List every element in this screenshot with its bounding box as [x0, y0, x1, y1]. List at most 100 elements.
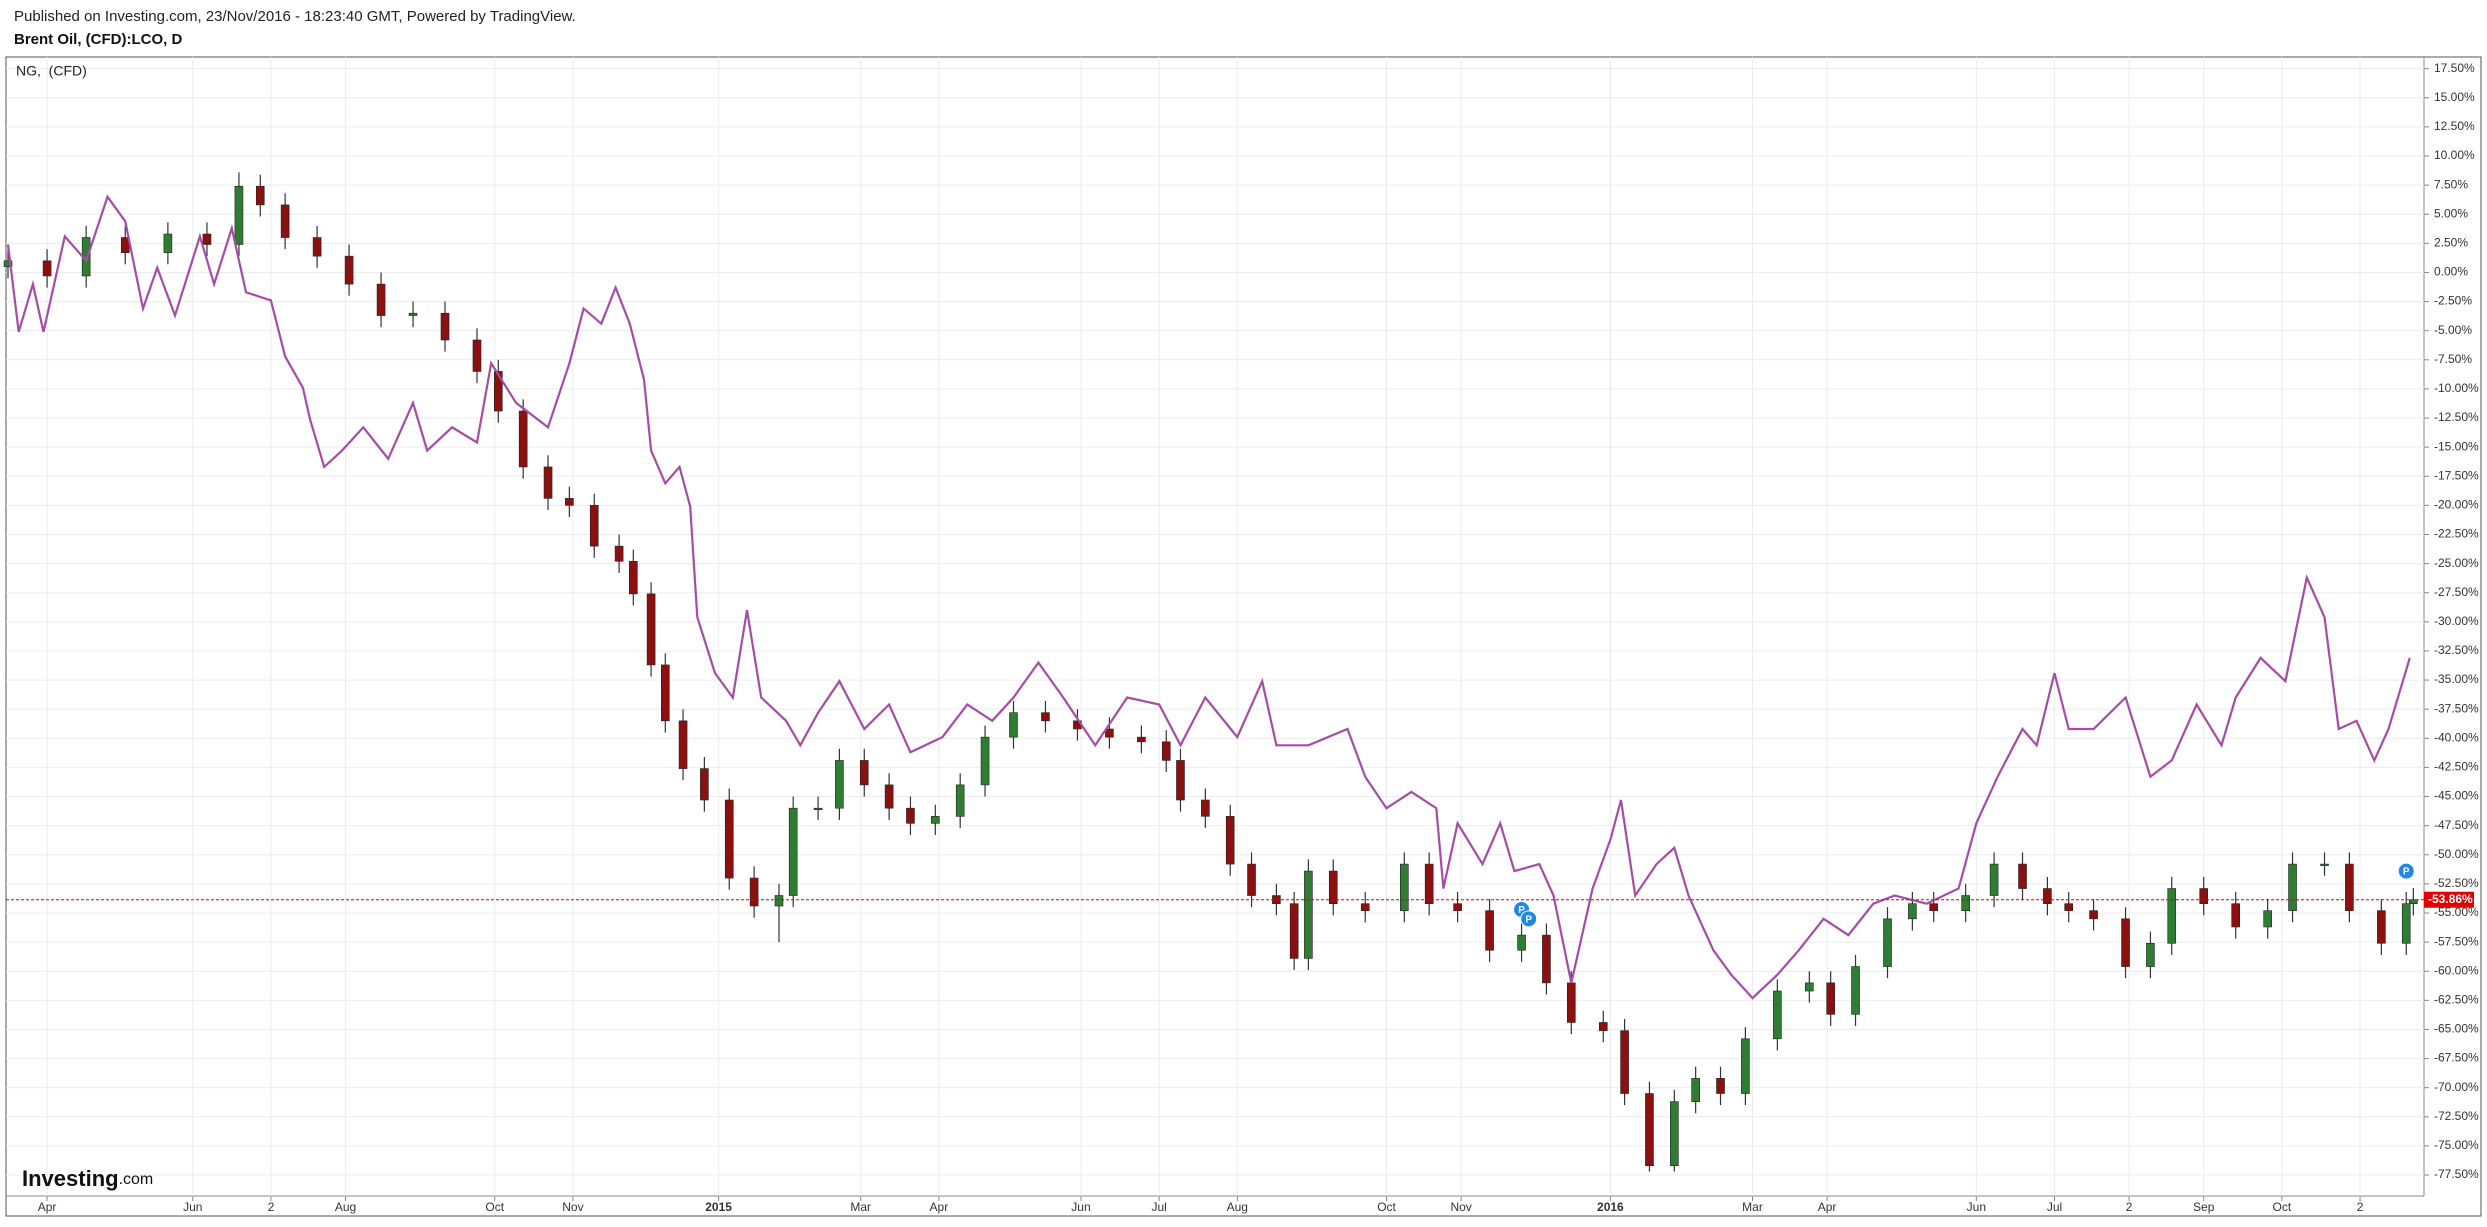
event-marker-label: P [2403, 867, 2410, 878]
candle-body [1424, 863, 1434, 904]
y-tick-label: -2.50% [2434, 294, 2472, 308]
candle-body [1517, 934, 1526, 951]
candle-body [1691, 1078, 1700, 1102]
candle-body [2089, 910, 2098, 920]
y-tick-label: -67.50% [2434, 1051, 2479, 1065]
candle-body [629, 560, 638, 595]
y-tick-label: -25.00% [2434, 556, 2479, 570]
event-marker [1520, 910, 1538, 928]
candle-body [1453, 903, 1462, 911]
logo-brand: Investing [22, 1166, 119, 1191]
candle-body [1137, 736, 1146, 743]
candle-body [859, 760, 869, 786]
candle-body [931, 816, 940, 824]
x-tick-label: Mar [850, 1200, 871, 1214]
y-tick-label: -55.00% [2434, 905, 2479, 919]
candle-body [700, 768, 709, 801]
x-tick-label: Sep [2193, 1200, 2215, 1214]
y-tick-label: 5.00% [2434, 206, 2468, 220]
x-tick-label: Apr [930, 1200, 949, 1214]
candle-body [2167, 888, 2177, 944]
candle-body [1670, 1101, 1679, 1167]
candle-body [565, 498, 574, 506]
candle-body [2231, 903, 2240, 928]
candle-body [1400, 863, 1409, 911]
x-tick-label: 2015 [705, 1200, 732, 1214]
x-tick-label: Mar [1742, 1200, 1763, 1214]
y-tick-label: -40.00% [2434, 730, 2479, 744]
candle-body [660, 664, 670, 722]
published-note: Published on Investing.com, 23/Nov/2016 … [14, 8, 576, 25]
y-tick-label: 15.00% [2434, 90, 2475, 104]
x-tick-label: Jun [1967, 1200, 1986, 1214]
x-tick-label: 2 [268, 1200, 275, 1214]
y-tick-label: -15.00% [2434, 439, 2479, 453]
candle-body [1826, 982, 1835, 1015]
candle-body [1645, 1093, 1654, 1167]
candle-body [543, 466, 553, 499]
legend-entry: NG, (CFD) [16, 63, 87, 79]
y-tick-label: -70.00% [2434, 1080, 2479, 1094]
event-marker-label: P [1525, 914, 1532, 925]
y-tick-label: -42.50% [2434, 760, 2479, 774]
candle-body [1161, 741, 1171, 761]
y-tick-label: -12.50% [2434, 410, 2479, 424]
candle-body [1225, 816, 1235, 865]
candle-body [884, 784, 894, 809]
y-tick-label: -57.50% [2434, 934, 2479, 948]
x-tick-label: Jul [1151, 1200, 1166, 1214]
candle-body [2199, 888, 2209, 904]
y-tick-label: -75.00% [2434, 1138, 2479, 1152]
candle-body [202, 233, 212, 245]
candle-body [1176, 760, 1185, 801]
candle-body [1961, 895, 1970, 911]
x-tick-label: Oct [2273, 1200, 2292, 1214]
candle-body [3, 260, 13, 267]
symbol-title: Brent Oil, (CFD):LCO, D [14, 31, 182, 48]
candle-body [1328, 870, 1338, 904]
candle-body [255, 185, 265, 206]
candle-body [1105, 728, 1114, 738]
x-tick-label: Nov [562, 1200, 583, 1214]
y-tick-label: -72.50% [2434, 1109, 2479, 1123]
y-tick-label: -30.00% [2434, 614, 2479, 628]
y-tick-label: -32.50% [2434, 643, 2479, 657]
candle-body [614, 545, 624, 562]
candle-body [1716, 1078, 1725, 1094]
candle-body [376, 283, 386, 316]
candle-body [724, 799, 734, 879]
candle-body [1289, 903, 1299, 959]
candle-body [788, 807, 798, 896]
candle-body [2377, 910, 2386, 944]
candle-body [163, 233, 173, 253]
logo-suffix: .com [119, 1171, 154, 1188]
candle-body [1620, 1030, 1629, 1094]
candle-body [2401, 903, 2411, 944]
axis-labels: 17.50% 15.00% 12.50% 10.00% 7.50% 5.00% 2.50% 0… [16, 61, 2479, 1214]
candle-body [312, 237, 322, 257]
y-tick-label: 0.00% [2434, 265, 2468, 279]
candle-body [1201, 799, 1210, 817]
y-tick-label: -52.50% [2434, 876, 2479, 890]
candle-body [1908, 903, 1917, 920]
x-tick-label: Oct [1377, 1200, 1396, 1214]
candle-body [1741, 1038, 1750, 1094]
candle-body [280, 204, 290, 238]
y-tick-label: 12.50% [2434, 119, 2475, 133]
grid [6, 57, 2424, 1196]
x-tick-label: Aug [1227, 1200, 1248, 1214]
y-tick-label: -37.50% [2434, 701, 2479, 715]
candle-body [1009, 712, 1018, 738]
candle-body [2320, 863, 2329, 866]
x-tick-label: Apr [38, 1200, 57, 1214]
y-tick-label: 10.00% [2434, 148, 2475, 162]
y-tick-label: -17.50% [2434, 468, 2479, 482]
candle-body [344, 255, 354, 285]
x-tick-label: Jun [183, 1200, 202, 1214]
candle-body [408, 312, 418, 316]
y-tick-label: -5.00% [2434, 323, 2472, 337]
candle-body [2121, 918, 2130, 967]
candle-body [646, 593, 656, 666]
candle-body [1929, 903, 1938, 911]
